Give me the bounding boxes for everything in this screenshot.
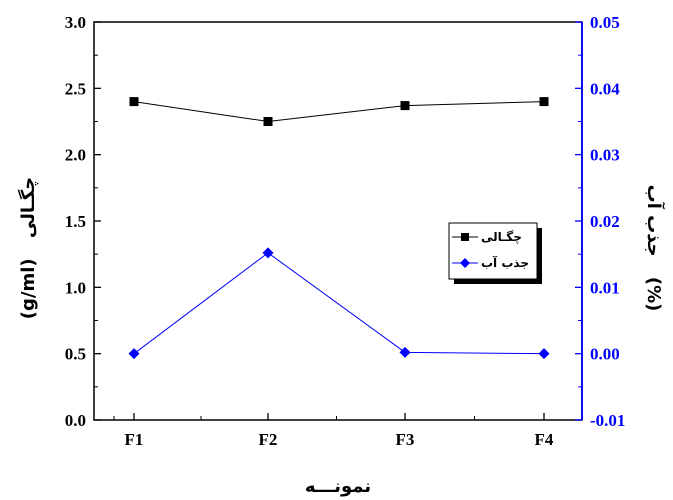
right-tick-label: -0.01 xyxy=(590,411,625,430)
left-tick-label: 3.0 xyxy=(65,13,86,32)
plot-frame xyxy=(93,21,583,421)
left-tick-label: 2.0 xyxy=(65,146,86,165)
left-tick-label: 0.5 xyxy=(65,345,86,364)
legend-label-water: جذب آب xyxy=(481,255,529,270)
left-tick-label: 0.0 xyxy=(65,411,86,430)
series-layer xyxy=(128,97,550,360)
svg-text:(g/ml) چگـالی: (g/ml) چگـالی xyxy=(17,177,39,319)
x-tick-label: F4 xyxy=(535,430,554,449)
svg-text:جذب آب (%): جذب آب (%) xyxy=(643,185,666,312)
left-axis: 0.0 0.5 1.0 1.5 2.0 2.5 3.0 xyxy=(65,13,101,430)
right-tick-label: 0.01 xyxy=(590,278,620,297)
x-tick-label: F3 xyxy=(396,430,415,449)
left-axis-title: (g/ml) چگـالی xyxy=(17,177,39,319)
right-tick-label: 0.00 xyxy=(590,345,620,364)
series-1-point xyxy=(262,247,274,259)
left-axis-title-text: چگـالی xyxy=(17,177,39,238)
x-tick-label: F1 xyxy=(125,430,144,449)
right-axis-title: جذب آب (%) xyxy=(643,185,666,312)
right-tick-label: 0.02 xyxy=(590,212,620,231)
legend-box xyxy=(448,222,538,280)
left-tick-label: 1.0 xyxy=(65,278,86,297)
series-0-point xyxy=(263,117,273,126)
series-0-point xyxy=(129,97,139,107)
series-line-1 xyxy=(133,252,545,355)
x-axis-title: نمونـــه xyxy=(305,476,371,497)
right-axis-title-unit: (%) xyxy=(643,277,664,312)
legend-marker-water xyxy=(460,258,470,268)
series-1-point xyxy=(128,348,140,360)
left-axis-title-unit: (g/ml) xyxy=(18,258,39,319)
left-tick-label: 2.5 xyxy=(65,79,86,98)
right-tick-label: 0.03 xyxy=(590,146,620,165)
right-tick-label: 0.05 xyxy=(590,13,620,32)
right-axis: -0.01 0.00 0.01 0.02 0.03 0.04 0.05 xyxy=(575,13,625,430)
right-tick-label: 0.04 xyxy=(590,79,620,98)
x-tick-label: F2 xyxy=(259,430,278,449)
legend-label-density: چگـالی xyxy=(481,230,522,244)
series-1-point xyxy=(538,348,550,360)
legend-marker-density xyxy=(461,233,469,241)
right-axis-title-text: جذب آب xyxy=(643,185,666,257)
left-tick-label: 1.5 xyxy=(65,212,86,231)
series-line-0 xyxy=(133,101,545,123)
x-axis: F1 F2 F3 F4 xyxy=(113,413,554,449)
series-0-point xyxy=(539,97,549,107)
series-1-point xyxy=(399,346,411,358)
series-0-point xyxy=(400,101,410,111)
legend: چگـالی جذب آب xyxy=(448,222,542,284)
